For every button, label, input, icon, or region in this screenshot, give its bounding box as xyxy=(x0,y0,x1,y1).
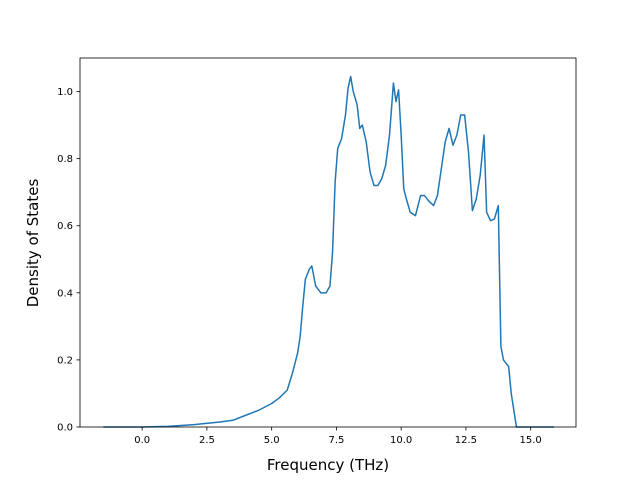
y-axis-ticks: 0.0 0.2 0.4 0.6 0.8 1.0 xyxy=(57,87,80,434)
plot-area xyxy=(79,57,577,428)
x-tick-label: 7.5 xyxy=(328,435,344,446)
x-tick-label: 2.5 xyxy=(199,435,215,446)
y-tick-label: 0.0 xyxy=(57,423,73,434)
plot-frame xyxy=(79,57,577,428)
x-tick-label: 12.5 xyxy=(455,435,477,446)
y-axis-label: Density of States xyxy=(24,179,42,308)
y-tick-label: 0.2 xyxy=(57,355,73,366)
x-tick-label: 10.0 xyxy=(390,435,412,446)
x-axis-ticks: 0.0 2.5 5.0 7.5 10.0 12.5 15.0 xyxy=(134,427,542,446)
x-axis-label: Frequency (THz) xyxy=(267,456,389,474)
x-tick-label: 15.0 xyxy=(520,435,542,446)
x-tick-label: 5.0 xyxy=(264,435,280,446)
y-tick-label: 0.8 xyxy=(57,154,73,165)
dos-series-line xyxy=(103,75,554,428)
x-tick-label: 0.0 xyxy=(134,435,150,446)
y-tick-label: 1.0 xyxy=(57,87,73,98)
y-tick-label: 0.4 xyxy=(57,288,73,299)
y-tick-label: 0.6 xyxy=(57,221,73,232)
